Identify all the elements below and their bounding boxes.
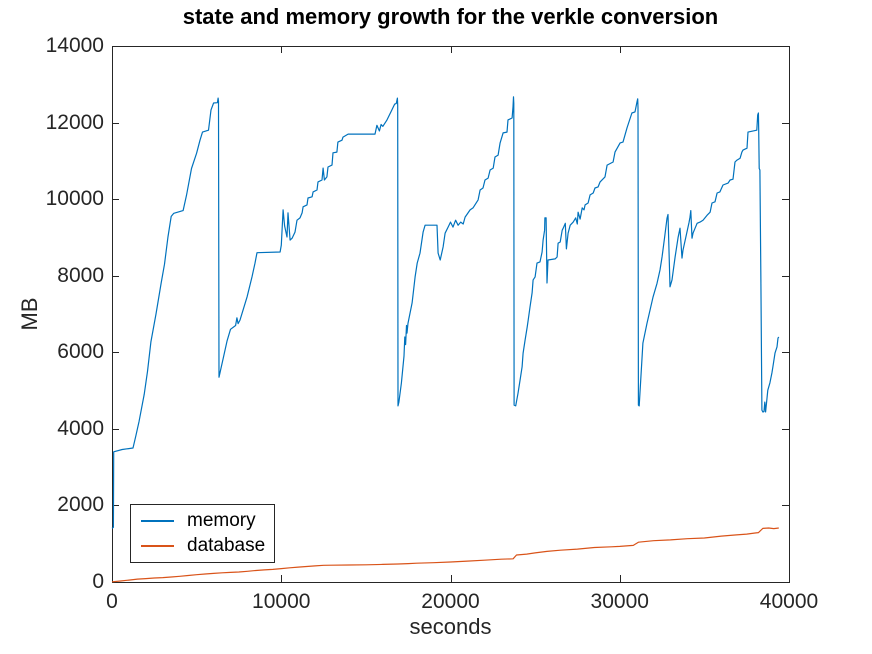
legend: memory database	[130, 504, 275, 563]
y-tick-label: 14000	[45, 34, 104, 57]
chart-title: state and memory growth for the verkle c…	[182, 4, 719, 29]
y-tick-label: 10000	[45, 187, 104, 211]
legend-item-memory: memory	[141, 511, 266, 531]
y-tick-label: 12000	[45, 110, 104, 134]
memory-line-swatch	[141, 520, 174, 523]
y-tick-label: 4000	[57, 416, 104, 440]
y-tick-label: 6000	[57, 340, 104, 364]
y-axis-label: MB	[17, 297, 42, 331]
legend-label-database: database	[187, 534, 266, 556]
legend-item-database: database	[141, 534, 266, 556]
x-axis-label: seconds	[409, 614, 492, 639]
y-tick-label: 0	[92, 570, 104, 593]
x-tick-label: 10000	[252, 590, 311, 613]
y-tick-label: 8000	[57, 263, 104, 287]
legend-label-memory: memory	[187, 510, 256, 532]
database-line-swatch	[141, 544, 174, 547]
y-tick-label: 2000	[57, 493, 104, 517]
x-tick-label: 30000	[590, 590, 649, 613]
memory-line	[111, 96, 780, 529]
database-line	[111, 527, 779, 583]
x-tick-label: 20000	[421, 590, 480, 613]
plot-box	[112, 46, 790, 583]
x-tick-label: 0	[106, 590, 118, 613]
x-tick-label: 40000	[759, 590, 819, 613]
